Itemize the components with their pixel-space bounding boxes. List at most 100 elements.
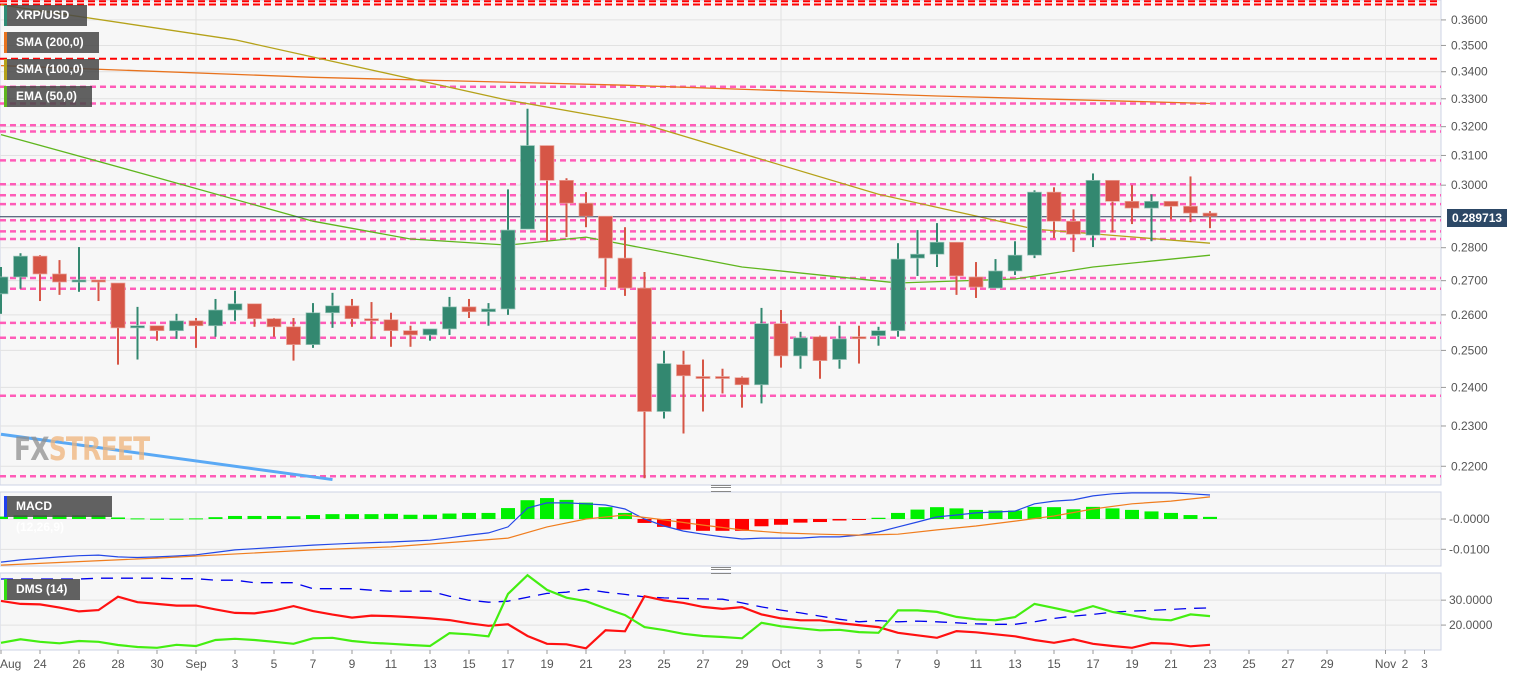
candle-body	[715, 376, 730, 379]
macd-histogram-bar	[1008, 510, 1022, 519]
candle-body	[500, 229, 516, 310]
x-tick-label: 9	[349, 657, 356, 671]
ema50-label: EMA (50,0)	[16, 89, 77, 103]
x-tick-label: Sep	[185, 657, 207, 671]
x-tick-label: 3	[232, 657, 239, 671]
candle	[988, 259, 1003, 289]
candle-body	[169, 320, 184, 332]
candle-body	[110, 282, 126, 329]
candle-body	[13, 255, 28, 278]
candle	[812, 335, 828, 379]
legend-sma100[interactable]: SMA (100,0)	[4, 59, 99, 80]
candle-body	[325, 305, 340, 314]
candle	[403, 325, 418, 347]
macd-histogram-bar	[228, 515, 242, 519]
candle-body	[1066, 220, 1081, 235]
macd-histogram-bar	[0, 516, 8, 519]
candle	[1007, 241, 1023, 275]
candle	[617, 227, 633, 296]
candle-body	[871, 330, 886, 337]
macd-histogram-bar	[949, 508, 964, 519]
macd-histogram-bar	[33, 515, 47, 519]
macd-histogram-bar	[657, 518, 671, 527]
macd-histogram-bar	[247, 515, 262, 519]
candle-body	[968, 276, 984, 288]
y-tick-label: 0.3400	[1451, 65, 1488, 79]
candle-body	[1163, 200, 1179, 207]
macd-histogram-bar	[754, 518, 769, 527]
candle	[344, 298, 360, 327]
macd-histogram-bar	[579, 502, 593, 519]
legend-sma200[interactable]: SMA (200,0)	[4, 32, 99, 53]
x-tick-label: 27	[1281, 657, 1295, 671]
sma200-label: SMA (200,0)	[16, 35, 84, 49]
candle	[929, 223, 945, 267]
candle	[773, 309, 789, 368]
trendline	[0, 432, 333, 482]
candle-body	[793, 337, 808, 357]
legend-symbol[interactable]: XRP/USD	[4, 5, 87, 26]
legend-dms[interactable]: DMS (14)	[4, 579, 80, 600]
candle	[559, 178, 574, 238]
candle-body	[344, 305, 360, 320]
macd-histogram-bar	[130, 518, 145, 520]
candle	[500, 189, 516, 315]
macd-histogram-bar	[52, 515, 67, 519]
candle	[364, 302, 379, 339]
candle	[656, 350, 672, 419]
candle	[793, 331, 808, 369]
macd-histogram-bar	[1047, 507, 1061, 519]
legend-ema50[interactable]: EMA (50,0)	[4, 86, 92, 107]
macd-histogram-bar	[715, 518, 730, 531]
macd-label: MACD (12,26,9)	[16, 499, 65, 534]
candle	[1085, 173, 1101, 248]
candle-body	[832, 338, 847, 360]
macd-histogram-bar	[13, 515, 28, 519]
x-tick-label: 19	[1125, 657, 1139, 671]
watermark-street: STREET	[48, 430, 150, 468]
candle	[1163, 200, 1179, 220]
x-tick-label: 3	[817, 657, 824, 671]
x-tick-label: 7	[895, 657, 902, 671]
candle-body	[617, 257, 633, 289]
candle	[32, 255, 48, 302]
macd-histogram-bar	[384, 513, 398, 519]
candle-body	[598, 215, 613, 259]
plus-di-line	[0, 573, 1211, 649]
pane-resize-handle-macd[interactable]	[711, 485, 731, 492]
macd-histogram-bar	[345, 514, 359, 519]
y-tick-label: 0.3000	[1451, 178, 1488, 192]
candle	[71, 247, 87, 292]
legend-macd[interactable]: MACD (12,26,9)	[4, 496, 112, 534]
candle	[734, 376, 750, 408]
macd-histogram-bar	[969, 509, 983, 519]
macd-histogram-bar	[481, 512, 496, 519]
macd-histogram-bar	[72, 515, 86, 519]
ema50-color-swatch	[4, 86, 7, 107]
x-tick-label: 5	[271, 657, 278, 671]
candle-body	[481, 308, 496, 313]
macd-histogram-bar	[1105, 508, 1120, 519]
macd-histogram-bar	[1183, 515, 1198, 519]
candle-body	[929, 241, 945, 255]
candle	[442, 296, 457, 335]
candle-body	[812, 336, 828, 361]
macd-histogram-bar	[442, 513, 457, 519]
y-tick-label: 0.3100	[1451, 148, 1488, 162]
sma200-color-swatch	[4, 32, 7, 53]
candle	[1183, 176, 1198, 223]
candle	[247, 303, 262, 327]
x-tick-label: 30	[150, 657, 164, 671]
x-tick-label: 13	[423, 657, 437, 671]
adx-line	[1, 577, 1211, 625]
pane-resize-handle-dms[interactable]	[711, 567, 731, 574]
macd-histogram-bar	[208, 517, 223, 519]
candle	[1144, 194, 1159, 242]
fxstreet-watermark-logo: FXSTREET	[14, 430, 150, 468]
candle	[1105, 179, 1120, 233]
candle-body	[461, 306, 477, 313]
candle	[715, 368, 730, 394]
candle-body	[0, 276, 9, 295]
candle-body	[851, 336, 867, 340]
